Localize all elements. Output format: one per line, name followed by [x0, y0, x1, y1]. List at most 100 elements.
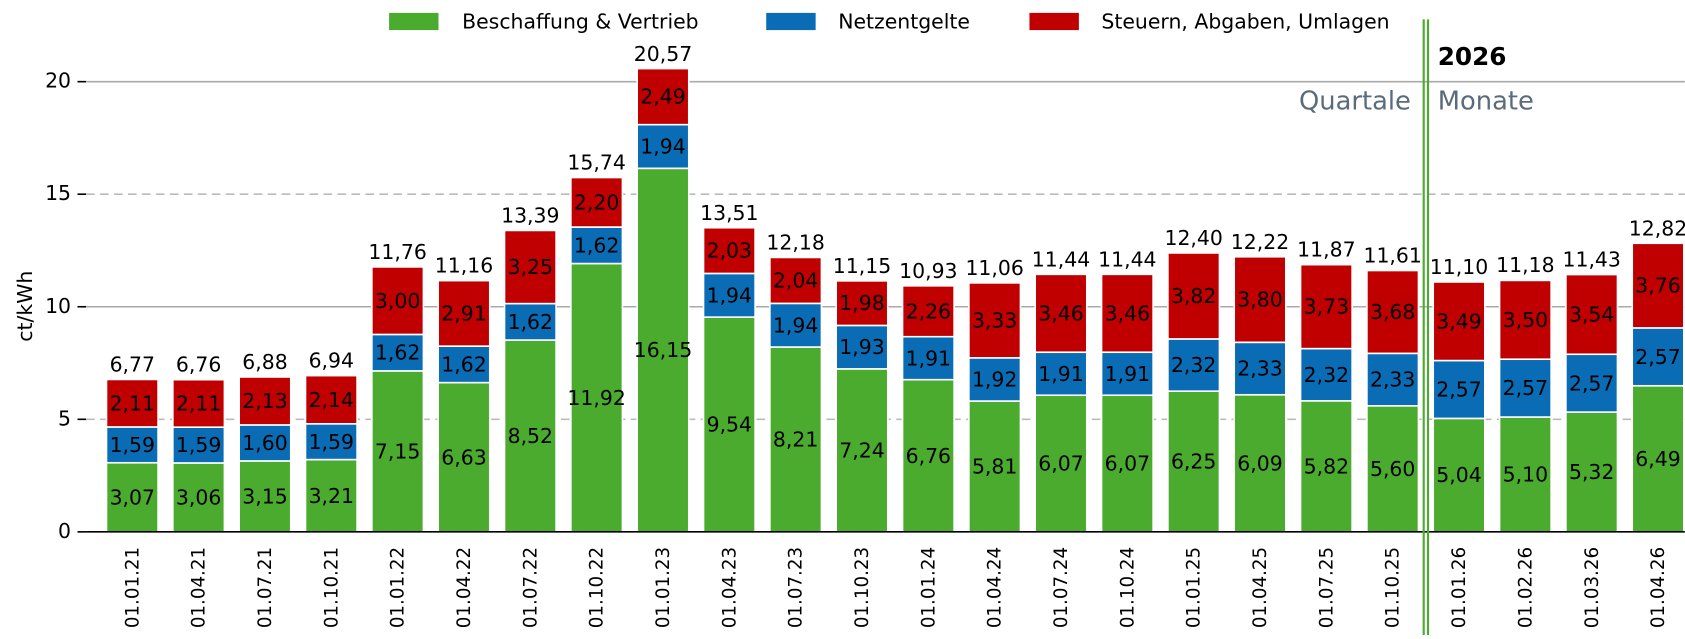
segment-label: 5,32 — [1569, 460, 1614, 484]
segment-label: 1,91 — [1038, 362, 1083, 386]
bar-segment — [105, 426, 159, 464]
total-label: 11,15 — [833, 254, 891, 278]
bar-segment — [968, 357, 1022, 402]
bar-segment — [835, 280, 889, 327]
segment-label: 2,57 — [1569, 371, 1614, 395]
total-label: 6,76 — [176, 353, 221, 377]
bar-segment — [437, 381, 491, 533]
segment-label: 1,62 — [441, 352, 486, 376]
bar-segment — [238, 376, 292, 426]
bar-segment — [1565, 353, 1619, 413]
bar-segment — [503, 339, 557, 533]
x-tick-label: 01.01.24 — [918, 547, 939, 628]
bar-segment — [1167, 252, 1221, 340]
total-label: 10,93 — [899, 259, 957, 283]
segment-label: 6,63 — [441, 445, 486, 469]
x-tick-label: 01.04.24 — [985, 547, 1006, 628]
x-tick-label: 01.10.22 — [587, 547, 608, 628]
bar-segment — [702, 226, 756, 275]
y-tick-label: 20 — [45, 69, 71, 93]
legend-swatch — [1029, 12, 1079, 31]
segment-label: 5,10 — [1503, 463, 1548, 487]
segment-label: 1,94 — [773, 313, 818, 337]
x-tick-label: 01.10.23 — [852, 547, 873, 628]
segment-label: 5,81 — [972, 455, 1017, 479]
segment-label: 1,59 — [309, 430, 354, 454]
segment-label: 11,92 — [567, 386, 625, 410]
annotation: Monate — [1438, 87, 1534, 117]
total-label: 12,22 — [1231, 230, 1289, 254]
segment-label: 2,11 — [176, 392, 221, 416]
total-label: 13,39 — [501, 203, 559, 227]
total-label: 11,44 — [1098, 247, 1156, 271]
legend-swatch — [389, 12, 439, 31]
segment-label: 6,09 — [1237, 451, 1282, 475]
bar-segment — [1565, 411, 1619, 533]
segment-label: 2,26 — [906, 299, 951, 323]
x-tick-label: 01.01.21 — [122, 547, 143, 628]
segment-label: 6,49 — [1635, 447, 1680, 471]
bar-segment — [1034, 273, 1088, 354]
segment-label: 3,46 — [1105, 301, 1150, 325]
total-label: 12,40 — [1164, 226, 1222, 250]
segment-label: 2,33 — [1237, 357, 1282, 381]
total-label: 6,88 — [242, 350, 287, 374]
annotation: 2026 — [1438, 42, 1507, 71]
legend-swatch — [766, 12, 816, 31]
x-tick-label: 01.07.22 — [520, 547, 541, 628]
bar-segment — [769, 346, 823, 533]
total-label: 15,74 — [567, 151, 625, 175]
segment-label: 3,07 — [110, 485, 155, 509]
segment-label: 5,04 — [1436, 463, 1481, 487]
segment-label: 3,82 — [1171, 284, 1216, 308]
y-tick-label: 5 — [58, 406, 71, 430]
segment-label: 2,03 — [707, 239, 752, 263]
segment-label: 3,50 — [1503, 308, 1548, 332]
segment-label: 2,33 — [1370, 368, 1415, 392]
total-label: 20,57 — [634, 42, 692, 66]
segment-label: 3,33 — [972, 308, 1017, 332]
segment-label: 1,62 — [574, 233, 619, 257]
total-label: 6,94 — [309, 349, 354, 373]
bar-segment — [702, 316, 756, 533]
segment-label: 8,52 — [508, 424, 553, 448]
x-tick-label: 01.10.24 — [1117, 547, 1138, 628]
segment-label: 2,49 — [640, 85, 685, 109]
segment-label: 1,62 — [375, 341, 420, 365]
bar-segment — [371, 266, 425, 336]
segment-label: 2,32 — [1171, 353, 1216, 377]
legend-label: Netzentgelte — [838, 10, 970, 34]
x-tick-label: 01.04.23 — [719, 547, 740, 628]
segment-label: 5,60 — [1370, 457, 1415, 481]
total-label: 11,61 — [1363, 244, 1421, 268]
bar-segment — [1565, 273, 1619, 356]
bar-segment — [570, 262, 624, 533]
bar-segment — [1167, 390, 1221, 533]
bar-segment — [901, 285, 955, 338]
segment-label: 9,54 — [707, 413, 752, 437]
total-label: 12,82 — [1629, 216, 1685, 240]
segment-label: 2,13 — [242, 389, 287, 413]
bar-segment — [105, 378, 159, 428]
bar-segment — [1299, 263, 1353, 350]
bar-segment — [1100, 351, 1154, 397]
segment-label: 3,73 — [1304, 295, 1349, 319]
bar-segment — [1366, 269, 1420, 355]
bar-segment — [968, 282, 1022, 359]
segment-label: 7,24 — [839, 438, 884, 462]
annotation: Quartale — [1299, 87, 1411, 117]
x-tick-label: 01.01.22 — [388, 547, 409, 628]
bar-segment — [1100, 273, 1154, 354]
segment-label: 3,21 — [309, 484, 354, 508]
segment-label: 3,68 — [1370, 300, 1415, 324]
bar-segment — [1366, 352, 1420, 407]
x-tick-label: 01.01.25 — [1184, 547, 1205, 628]
total-label: 11,18 — [1496, 253, 1554, 277]
bar-segment — [702, 272, 756, 318]
segment-label: 2,32 — [1304, 363, 1349, 387]
bar-segment — [238, 424, 292, 462]
bar-segment — [371, 333, 425, 372]
x-tick-label: 01.10.21 — [321, 547, 342, 628]
total-label: 6,77 — [110, 352, 155, 376]
